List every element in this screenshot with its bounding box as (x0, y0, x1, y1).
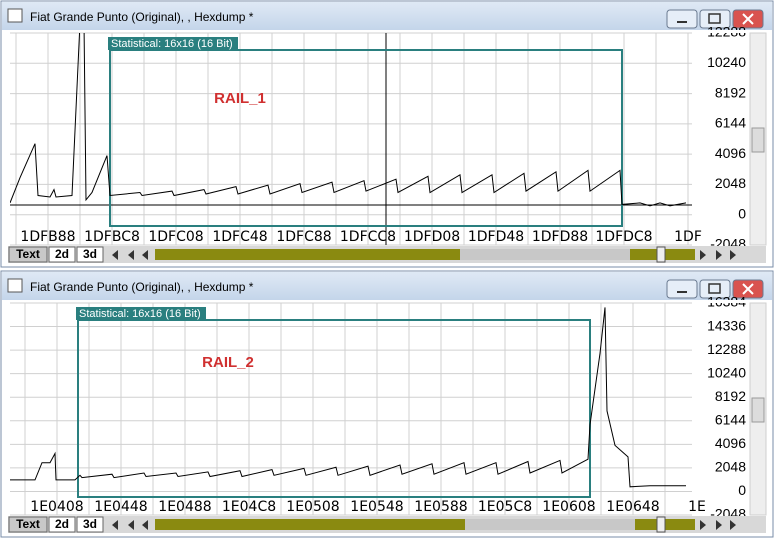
nav-arrow[interactable] (716, 250, 722, 260)
view-tab[interactable] (48, 516, 76, 533)
view-tab[interactable] (8, 516, 48, 533)
h-scroll-thumb[interactable] (656, 516, 666, 533)
minimize-button[interactable] (666, 9, 698, 29)
nav-arrow[interactable] (730, 520, 736, 530)
view-tab-label[interactable]: 3d (83, 247, 97, 261)
nav-arrow[interactable] (730, 250, 736, 260)
selection-box (109, 49, 623, 227)
x-tick-label: 1DFCC8 (340, 229, 396, 245)
y-tick-label: 2048 (715, 459, 746, 475)
x-tick-label: 1DFC48 (212, 229, 267, 245)
x-tick-label: 1E0488 (158, 499, 211, 515)
nav-arrow[interactable] (128, 520, 134, 530)
x-tick-label: 1E0548 (350, 499, 403, 515)
x-tick-label: 1E0408 (30, 499, 83, 515)
x-tick-label: 1DFC08 (148, 229, 203, 245)
x-tick-label: 1DFBC8 (84, 229, 140, 245)
data-line (10, 307, 686, 488)
nav-arrow[interactable] (700, 250, 706, 260)
y-tick-label: 0 (738, 482, 746, 498)
x-tick-label: 1E0588 (414, 499, 467, 515)
max-glyph (708, 13, 721, 24)
h-scroll-thumb[interactable] (656, 246, 666, 263)
window-title: Fiat Grande Punto (Original), , Hexdump … (30, 10, 254, 24)
v-scroll-thumb[interactable] (751, 397, 765, 423)
nav-arrow[interactable] (716, 520, 722, 530)
maximize-button[interactable] (699, 9, 731, 29)
y-tick-label: 0 (738, 205, 746, 221)
x-tick-label: 1E05C8 (478, 499, 532, 515)
y-tick-label: 2048 (715, 175, 746, 191)
scroll-track (155, 249, 460, 260)
x-tick-label: 1DFB88 (20, 229, 75, 245)
selection-label: Statistical: 16x16 (16 Bit) (111, 38, 233, 50)
x-tick-label: 1DFD08 (404, 229, 460, 245)
y-tick-label: 8192 (715, 84, 746, 100)
annotation: RAIL_2 (202, 354, 254, 371)
window-title: Fiat Grande Punto (Original), , Hexdump … (30, 280, 254, 294)
y-tick-label: 4096 (715, 435, 746, 451)
x-tick-label: 1DFD48 (468, 229, 524, 245)
y-tick-label: 14336 (707, 317, 746, 333)
x-tick-label: 1E0608 (542, 499, 595, 515)
y-tick-label: 10240 (707, 364, 746, 380)
maximize-button[interactable] (699, 279, 731, 299)
y-label-mask (693, 300, 749, 303)
title-bar (2, 272, 772, 300)
app-icon (7, 8, 23, 23)
data-line (10, 33, 687, 207)
view-tab[interactable] (76, 516, 104, 533)
selection-box (77, 319, 591, 498)
scroll-track (155, 519, 465, 530)
close-glyph (742, 13, 754, 25)
view-tab-label[interactable]: Text (16, 517, 40, 531)
x-tick-label: 1E04C8 (222, 499, 276, 515)
selection-tab (76, 307, 206, 320)
nav-arrow[interactable] (142, 520, 148, 530)
v-scroll-thumb[interactable] (751, 127, 765, 153)
close-glyph (742, 283, 754, 295)
nav-arrow[interactable] (112, 250, 118, 260)
x-tick-label: 1DFDC8 (595, 229, 652, 245)
h-scroll-track (465, 519, 635, 530)
view-tab-label[interactable]: Text (16, 247, 40, 261)
x-tick-label: 1E (688, 499, 706, 515)
nav-arrow[interactable] (128, 250, 134, 260)
selection-tab (108, 37, 238, 50)
view-tab[interactable] (76, 246, 104, 263)
view-tab-label[interactable]: 2d (55, 517, 69, 531)
y-tick-label: 8192 (715, 388, 746, 404)
y-label-mask (693, 30, 749, 33)
view-tab[interactable] (8, 246, 48, 263)
view-tab[interactable] (48, 246, 76, 263)
view-tab-label[interactable]: 3d (83, 517, 97, 531)
x-tick-label: 1E0448 (94, 499, 147, 515)
y-tick-label: 6144 (715, 115, 746, 131)
y-tick-label: 12288 (707, 341, 746, 357)
title-bar (2, 2, 772, 30)
x-tick-label: 1DFD88 (532, 229, 588, 245)
x-tick-label: 1DF (674, 229, 702, 245)
app-icon (7, 278, 23, 293)
nav-arrow[interactable] (700, 520, 706, 530)
x-tick-label: 1DFC88 (276, 229, 331, 245)
h-scroll-track (460, 249, 630, 260)
x-tick-label: 1E0648 (606, 499, 659, 515)
y-tick-label: 10240 (707, 54, 746, 70)
y-tick-label: 4096 (715, 145, 746, 161)
max-glyph (708, 283, 721, 294)
view-tab-label[interactable]: 2d (55, 247, 69, 261)
nav-arrow[interactable] (112, 520, 118, 530)
y-tick-label: 6144 (715, 411, 746, 427)
selection-label: Statistical: 16x16 (16 Bit) (79, 308, 201, 320)
minimize-button[interactable] (666, 279, 698, 299)
annotation: RAIL_1 (214, 90, 266, 107)
nav-arrow[interactable] (142, 250, 148, 260)
x-tick-label: 1E0508 (286, 499, 339, 515)
